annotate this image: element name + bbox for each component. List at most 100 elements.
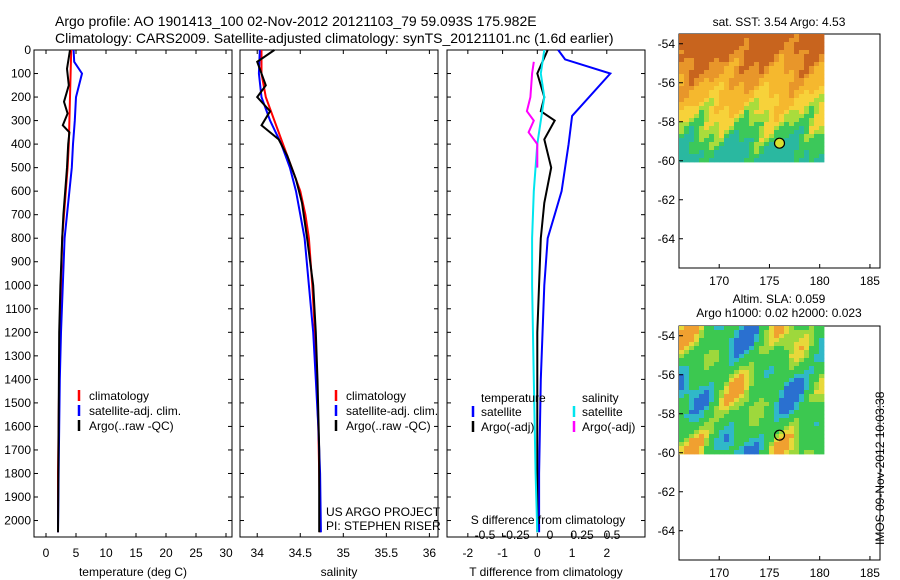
sst-map-cell (744, 50, 750, 55)
sst-map-cell (779, 54, 785, 59)
sst-map-cell (714, 54, 720, 59)
sst-map-cell (769, 54, 775, 59)
sst-map-cell (819, 62, 825, 67)
sla-map-cell (719, 386, 725, 391)
sst-map-cell (684, 54, 690, 59)
sst-map-cell (734, 70, 740, 75)
sla-map-cell (779, 426, 785, 431)
sst-map-cell (809, 94, 815, 99)
diff-s-tick-label: 0.25 (570, 528, 594, 542)
sla-map-cell (799, 338, 805, 343)
sst-map-cell (709, 142, 715, 147)
sla-map-cell (699, 386, 705, 391)
sla-map-cell (709, 414, 715, 419)
sst-map-cell (779, 90, 785, 95)
sla-map-cell (774, 378, 780, 383)
sst-map-cell (739, 42, 745, 47)
sla-map-cell (779, 446, 785, 451)
sla-map-cell (679, 394, 685, 399)
sst-map-cell (759, 90, 765, 95)
sla-map-cell (714, 422, 720, 427)
sst-map-cell (694, 66, 700, 71)
sst-map-cell (689, 118, 695, 123)
sla-map-cell (729, 414, 735, 419)
sla-map-cell (679, 402, 685, 407)
sst-map-cell (689, 46, 695, 51)
sst-map-cell (699, 126, 705, 131)
sla-map-cell (714, 442, 720, 447)
sst-map-cell (784, 54, 790, 59)
difference-series-satellite (531, 49, 546, 533)
sst-map-xtick-label: 170 (709, 274, 729, 288)
sst-map-cell (764, 142, 770, 147)
sla-map-cell (809, 378, 815, 383)
sla-map-cell (689, 446, 695, 451)
sst-map-cell (769, 154, 775, 159)
sst-map-cell (689, 58, 695, 63)
sst-map-cell (709, 34, 715, 39)
sst-map-cell (709, 102, 715, 107)
sla-map-cell (814, 350, 820, 355)
sla-map-cell (799, 406, 805, 411)
sst-map-cell (779, 114, 785, 119)
sst-map-cell (819, 102, 825, 107)
sst-map-cell (804, 94, 810, 99)
sst-map-cell (694, 158, 700, 163)
sla-map-cell (759, 330, 765, 335)
sst-map-cell (719, 110, 725, 115)
sla-map-cell (779, 350, 785, 355)
sst-map-cell (754, 62, 760, 67)
sla-map-cell (794, 366, 800, 371)
sst-map-cell (804, 106, 810, 111)
sla-map-cell (729, 378, 735, 383)
sla-map-cell (749, 338, 755, 343)
sla-map-cell (814, 410, 820, 415)
sla-map-cell (724, 438, 730, 443)
sst-map-cell (739, 74, 745, 79)
sst-map-cell (769, 102, 775, 107)
sla-map-cell (729, 386, 735, 391)
sst-map-cell (709, 138, 715, 143)
sla-map-cell (754, 418, 760, 423)
sla-map-cell (819, 354, 825, 359)
sst-map-cell (819, 158, 825, 163)
sst-map-cell (734, 38, 740, 43)
sla-map-cell (679, 438, 685, 443)
sst-map-cell (754, 78, 760, 83)
sst-map-cell (694, 126, 700, 131)
sst-map-cell (799, 66, 805, 71)
sst-map-xtick-label: 185 (860, 274, 880, 288)
sst-map-cell (819, 134, 825, 139)
sla-map-cell (694, 374, 700, 379)
sla-map-cell (704, 418, 710, 423)
sla-map-cell (759, 378, 765, 383)
sla-map-cell (779, 374, 785, 379)
sst-map-title: sat. SST: 3.54 Argo: 4.53 (713, 15, 846, 29)
sst-map-cell (679, 98, 685, 103)
sla-map-cell (684, 410, 690, 415)
sst-map-cell (799, 46, 805, 51)
sst-map-cell (819, 150, 825, 155)
sla-map-cell (789, 418, 795, 423)
sla-map-cell (819, 390, 825, 395)
sla-map-cell (789, 426, 795, 431)
sla-map-cell (724, 382, 730, 387)
sla-map-cell (774, 330, 780, 335)
sst-map-cell (764, 134, 770, 139)
sst-map-cell (804, 122, 810, 127)
sla-map-cell (774, 386, 780, 391)
sla-map-cell (794, 422, 800, 427)
depth-tick-label: 1500 (4, 396, 31, 410)
sst-map-cell (779, 154, 785, 159)
sla-map-cell (749, 354, 755, 359)
sst-map-cell (739, 34, 745, 39)
sst-map-cell (734, 106, 740, 111)
sla-map-cell (724, 410, 730, 415)
sla-map-cell (694, 402, 700, 407)
sst-map-cell (699, 54, 705, 59)
sst-map-cell (679, 62, 685, 67)
sst-map-cell (779, 158, 785, 163)
diff-legend-label: satellite (481, 405, 522, 419)
sla-map-cell (699, 398, 705, 403)
sst-map-cell (689, 82, 695, 87)
